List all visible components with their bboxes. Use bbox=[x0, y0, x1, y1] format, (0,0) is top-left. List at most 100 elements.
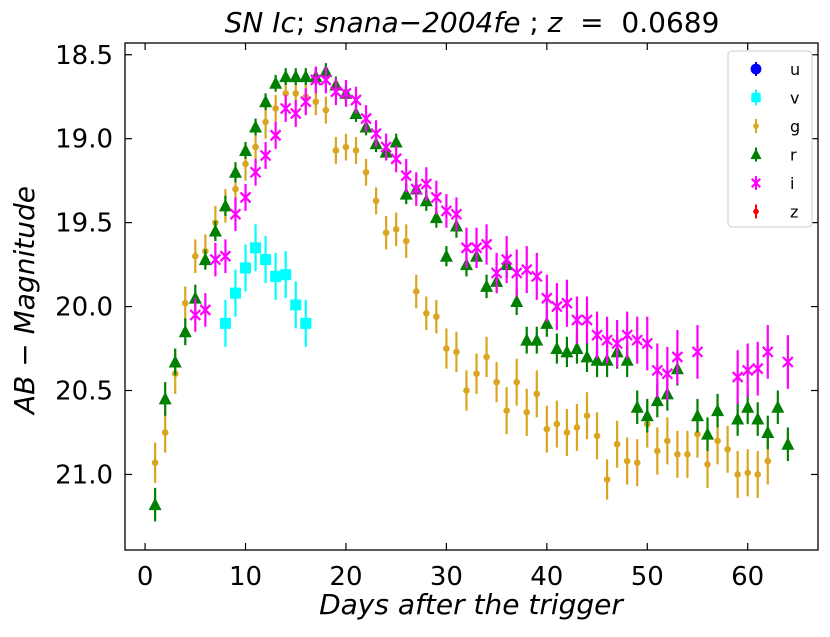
data-point-i bbox=[320, 74, 332, 86]
data-point-i bbox=[410, 183, 423, 195]
data-point-g bbox=[714, 437, 721, 445]
data-point-i bbox=[340, 87, 352, 100]
data-point-i bbox=[561, 297, 573, 309]
data-point-g bbox=[362, 168, 370, 176]
data-point-g bbox=[654, 447, 661, 455]
x-tick-label: 20 bbox=[329, 562, 362, 592]
data-point-g bbox=[513, 378, 520, 386]
data-point-g bbox=[151, 459, 159, 467]
data-point-r bbox=[711, 403, 725, 417]
y-tick-label: 21.0 bbox=[55, 460, 113, 490]
data-point-r bbox=[650, 393, 664, 407]
data-point-g bbox=[734, 471, 741, 478]
data-point-i bbox=[460, 242, 473, 254]
legend-label-u: u bbox=[790, 60, 800, 79]
data-point-v bbox=[219, 317, 231, 329]
data-point-g bbox=[262, 118, 269, 126]
data-point-g bbox=[674, 451, 681, 458]
data-point-i bbox=[390, 153, 402, 165]
data-point-i bbox=[762, 346, 774, 358]
data-point-r bbox=[530, 333, 544, 346]
data-point-i bbox=[400, 169, 412, 182]
data-point-g bbox=[192, 252, 199, 260]
x-tick-label: 40 bbox=[530, 562, 563, 592]
data-point-i bbox=[581, 314, 593, 326]
data-point-r bbox=[480, 279, 494, 292]
data-point-v bbox=[260, 254, 272, 266]
data-point-g bbox=[633, 459, 641, 467]
data-point-g bbox=[352, 147, 360, 154]
data-point-g bbox=[483, 353, 490, 361]
legend-entry-z: z bbox=[753, 203, 798, 222]
data-point-i bbox=[531, 270, 543, 283]
data-point-g bbox=[543, 425, 551, 433]
data-point-r bbox=[239, 143, 253, 156]
data-point-v bbox=[280, 269, 292, 281]
data-point-r bbox=[178, 324, 192, 338]
data-point-r bbox=[510, 294, 524, 308]
data-point-r bbox=[289, 69, 303, 83]
data-point-i bbox=[510, 267, 523, 279]
data-point-v bbox=[300, 317, 312, 329]
data-point-i bbox=[671, 351, 684, 363]
data-point-g bbox=[503, 407, 510, 414]
data-point-i bbox=[731, 371, 744, 383]
legend-label-i: i bbox=[790, 174, 794, 193]
series-i bbox=[189, 66, 794, 404]
data-point-r bbox=[690, 408, 704, 422]
data-point-g bbox=[724, 445, 731, 453]
data-point-r bbox=[550, 341, 564, 355]
data-point-g bbox=[623, 457, 631, 465]
x-tick-label: 60 bbox=[731, 562, 764, 592]
data-point-r bbox=[439, 249, 453, 262]
data-point-i bbox=[651, 364, 664, 377]
data-point-v bbox=[240, 262, 252, 274]
data-point-r bbox=[399, 187, 413, 200]
data-point-r bbox=[560, 344, 574, 358]
data-point-g bbox=[744, 469, 751, 477]
data-point-g bbox=[322, 106, 330, 114]
x-axis-title: Days after the trigger bbox=[319, 588, 624, 621]
data-point-i bbox=[259, 149, 272, 162]
data-point-i bbox=[360, 112, 372, 125]
data-point-g bbox=[583, 412, 591, 419]
data-point-r bbox=[148, 497, 162, 511]
data-point-v bbox=[229, 287, 241, 299]
data-point-i bbox=[249, 166, 262, 179]
data-point-r bbox=[389, 135, 403, 148]
data-point-i bbox=[611, 337, 623, 350]
data-point-r bbox=[701, 427, 715, 440]
data-point-g bbox=[292, 90, 300, 97]
data-point-i bbox=[370, 127, 382, 140]
data-point-i bbox=[741, 364, 754, 377]
data-point-i bbox=[219, 250, 232, 262]
legend-marker-v bbox=[751, 92, 761, 103]
data-point-r bbox=[570, 341, 584, 355]
data-point-g bbox=[312, 98, 320, 106]
data-point-i bbox=[310, 74, 322, 86]
data-point-g bbox=[764, 457, 772, 465]
data-point-g bbox=[433, 313, 440, 320]
data-point-g bbox=[161, 429, 169, 436]
data-point-g bbox=[372, 197, 380, 205]
series-v bbox=[219, 224, 312, 347]
data-point-i bbox=[330, 85, 342, 98]
y-tick-label: 19.0 bbox=[55, 125, 113, 155]
data-point-i bbox=[279, 102, 292, 115]
data-point-r bbox=[761, 425, 775, 438]
data-point-i bbox=[239, 191, 252, 204]
data-point-r bbox=[208, 224, 222, 237]
data-point-r bbox=[188, 291, 202, 304]
data-point-i bbox=[782, 356, 794, 368]
data-point-g bbox=[412, 288, 420, 295]
data-point-r bbox=[299, 69, 313, 83]
data-point-r bbox=[741, 400, 755, 413]
y-tick-label: 18.5 bbox=[55, 41, 113, 71]
data-point-i bbox=[430, 191, 443, 204]
data-point-i bbox=[350, 94, 362, 106]
data-point-i bbox=[661, 367, 674, 380]
data-point-g bbox=[473, 370, 480, 378]
data-point-r bbox=[731, 412, 745, 425]
data-point-i bbox=[571, 314, 583, 326]
data-point-i bbox=[229, 208, 242, 221]
